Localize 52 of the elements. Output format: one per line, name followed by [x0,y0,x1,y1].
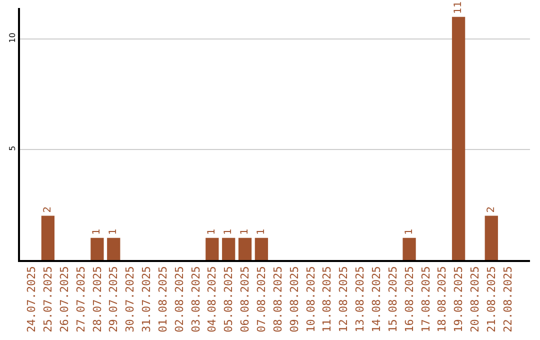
x-tick-label: 28.07.2025 [90,266,104,332]
bar [402,238,416,260]
x-tick-label: 03.08.2025 [189,266,202,332]
x-tick-label: 12.08.2025 [337,266,350,332]
data-label: 1 [404,228,415,235]
data-label: 2 [486,206,497,213]
x-tick-label: 29.07.2025 [107,266,120,332]
x-tick-label: 31.07.2025 [140,266,154,332]
bar [90,238,104,260]
data-label: 1 [206,228,218,235]
x-tick-label: 15.08.2025 [386,266,400,332]
x-tick-label: 11.08.2025 [320,266,334,332]
x-tick-label: 14.08.2025 [370,266,384,332]
x-tick-label: 05.08.2025 [222,266,236,332]
data-label: 1 [240,228,251,235]
x-tick-label: 24.07.2025 [25,266,38,332]
data-label: 1 [256,228,267,235]
x-tick-label: 06.08.2025 [238,266,252,332]
x-tick-label: 09.08.2025 [288,266,301,332]
bar [206,238,219,260]
data-label: 1 [223,228,234,235]
data-label: 11 [453,1,464,14]
y-tick-label: 5 [8,146,18,151]
bar [41,216,54,260]
x-tick-label: 13.08.2025 [354,266,367,332]
x-tick-label: 21.08.2025 [484,266,498,332]
x-tick-label: 26.07.2025 [58,266,71,332]
x-tick-label: 19.08.2025 [452,266,466,332]
y-tick-label: 10 [8,32,18,43]
x-tick-label: 04.08.2025 [206,266,219,332]
data-label: 1 [108,228,120,235]
x-tick-label: 16.08.2025 [402,266,416,332]
bar [452,16,466,260]
bar [254,238,268,260]
x-tick-label: 30.07.2025 [124,266,137,332]
bar [222,238,236,260]
x-tick-label: 25.07.2025 [41,266,54,332]
x-tick-label: 20.08.2025 [468,266,482,332]
x-tick-label: 18.08.2025 [436,266,449,332]
x-tick-label: 08.08.2025 [271,266,284,332]
data-label: 1 [92,228,103,235]
x-tick-label: 27.07.2025 [74,266,88,332]
data-label: 2 [42,206,54,213]
x-tick-label: 02.08.2025 [172,266,186,332]
x-tick-label: 01.08.2025 [156,266,170,332]
x-tick-label: 07.08.2025 [255,266,268,332]
bar [107,238,120,260]
bar [484,216,498,260]
x-tick-label: 22.08.2025 [501,266,514,332]
bar [238,238,252,260]
x-tick-label: 10.08.2025 [304,266,318,332]
x-tick-label: 17.08.2025 [419,266,432,332]
